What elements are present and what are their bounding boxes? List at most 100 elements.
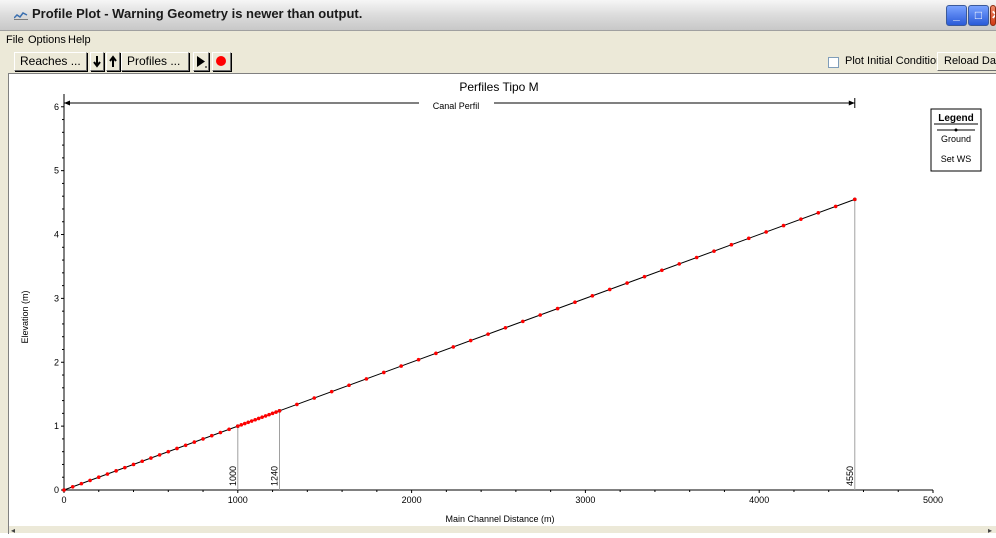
- set-ws-point: [295, 403, 299, 407]
- maximize-button[interactable]: □: [968, 5, 989, 26]
- set-ws-point: [834, 205, 838, 209]
- set-ws-point: [114, 469, 118, 473]
- menu-help[interactable]: Help: [68, 34, 91, 46]
- set-ws-point: [257, 417, 261, 421]
- reload-data-button[interactable]: Reload Data: [937, 52, 996, 71]
- play-icon: [194, 53, 208, 70]
- set-ws-point: [210, 434, 214, 438]
- play-animation-button[interactable]: [193, 52, 209, 71]
- minimize-button[interactable]: _: [946, 5, 967, 26]
- close-icon: ✕: [991, 8, 996, 22]
- legend-title: Legend: [938, 113, 974, 124]
- set-ws-point: [521, 320, 525, 324]
- x-tick-label: 5000: [923, 495, 943, 505]
- set-ws-point: [239, 423, 243, 427]
- set-ws-point: [695, 256, 699, 260]
- plot-initial-conditions-checkbox[interactable]: [828, 57, 839, 68]
- scroll-right-icon[interactable]: ▸: [988, 526, 992, 533]
- title-bar[interactable]: Profile Plot - Warning Geometry is newer…: [0, 0, 996, 31]
- chart-axes: 0 1 2 3 4 5 6 0 1000 2000 3000 4000 5000: [54, 94, 943, 505]
- station-label: 4550: [845, 466, 855, 486]
- y-tick-label: 1: [54, 421, 59, 431]
- reaches-button-label: Reaches ...: [20, 53, 81, 70]
- set-ws-point: [250, 419, 254, 423]
- move-down-button[interactable]: [90, 52, 104, 71]
- station-label: 1240: [270, 466, 280, 486]
- menu-file[interactable]: File: [6, 34, 24, 46]
- set-ws-point: [677, 262, 681, 266]
- set-ws-point: [88, 479, 92, 483]
- set-ws-point: [236, 424, 240, 428]
- set-ws-point: [158, 453, 162, 457]
- set-ws-point: [271, 412, 275, 416]
- set-ws-point: [80, 482, 84, 486]
- legend-box[interactable]: Legend Ground Set WS: [931, 109, 981, 171]
- set-ws-point: [417, 358, 421, 362]
- arrow-down-icon: [91, 53, 103, 70]
- set-ws-point: [97, 475, 101, 479]
- y-tick-label: 4: [54, 230, 59, 240]
- record-button[interactable]: [212, 52, 231, 71]
- set-ws-point: [330, 390, 334, 394]
- x-tick-label: 3000: [575, 495, 595, 505]
- set-ws-point: [382, 371, 386, 375]
- arrow-up-icon: [107, 53, 119, 70]
- reach-label: Canal Perfil: [433, 101, 480, 111]
- y-tick-label: 0: [54, 485, 59, 495]
- set-ws-point: [764, 230, 768, 234]
- set-ws-point: [747, 237, 751, 241]
- legend-entry-set-ws: Set WS: [941, 154, 972, 164]
- maximize-icon: □: [975, 8, 982, 22]
- set-ws-point: [730, 243, 734, 247]
- set-ws-point: [246, 420, 250, 424]
- menu-bar: File Options Help: [0, 31, 996, 49]
- set-ws-point: [71, 485, 75, 489]
- set-ws-point: [608, 288, 612, 292]
- menu-options[interactable]: Options: [28, 34, 66, 46]
- y-tick-label: 5: [54, 166, 59, 176]
- profile-plot-app-icon: [14, 11, 28, 20]
- set-ws-point: [184, 443, 188, 447]
- x-tick-label: 2000: [402, 495, 422, 505]
- reaches-button[interactable]: Reaches ...: [14, 52, 87, 71]
- set-ws-point: [573, 300, 577, 304]
- set-ws-point: [591, 294, 595, 298]
- plot-initial-conditions-label: Plot Initial Conditions: [845, 55, 948, 67]
- ground-line: [64, 199, 855, 490]
- set-ws-point: [123, 466, 127, 470]
- set-ws-point: [193, 440, 197, 444]
- plot-area[interactable]: Perfiles Tipo M Canal Perfil 0 1 2 3 4 5 6 0 100…: [8, 73, 996, 534]
- window-title: Profile Plot - Warning Geometry is newer…: [32, 6, 362, 21]
- y-tick-label: 3: [54, 293, 59, 303]
- set-ws-point: [799, 217, 803, 221]
- station-lines: 1000 1240 4550: [228, 199, 855, 490]
- move-up-button[interactable]: [106, 52, 120, 71]
- set-ws-point: [166, 450, 170, 454]
- set-ws-point: [201, 437, 205, 441]
- set-ws-point: [643, 275, 647, 279]
- set-ws-point: [347, 383, 351, 387]
- set-ws-point: [219, 431, 223, 435]
- x-tick-label: 0: [61, 495, 66, 505]
- profile-chart[interactable]: Perfiles Tipo M Canal Perfil 0 1 2 3 4 5 6 0 100…: [9, 74, 996, 533]
- set-ws-point: [149, 456, 153, 460]
- set-ws-point: [106, 472, 110, 476]
- set-ws-point: [227, 428, 231, 432]
- scroll-left-icon[interactable]: ◂: [11, 526, 15, 533]
- reach-arrow-left: [64, 101, 70, 106]
- set-ws-point: [712, 249, 716, 253]
- set-ws-point: [556, 307, 560, 311]
- set-ws-point: [264, 414, 268, 418]
- profiles-button[interactable]: Profiles ...: [121, 52, 189, 71]
- set-ws-point: [253, 418, 257, 422]
- horizontal-scrollbar[interactable]: ◂ ▸: [9, 526, 996, 533]
- set-ws-point: [274, 410, 278, 414]
- close-button[interactable]: ✕: [990, 5, 996, 26]
- set-ws-point: [132, 463, 136, 467]
- set-ws-point: [782, 224, 786, 228]
- set-ws-point: [504, 326, 508, 330]
- set-ws-point: [267, 413, 271, 417]
- minimize-icon: _: [953, 8, 960, 22]
- set-ws-point: [140, 459, 144, 463]
